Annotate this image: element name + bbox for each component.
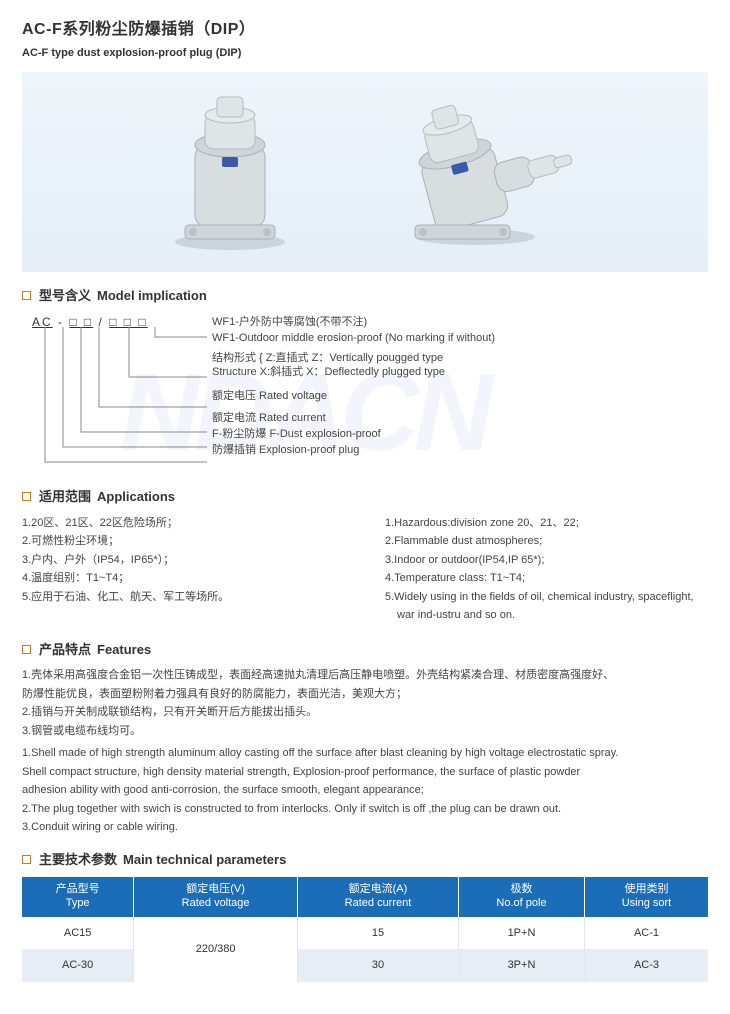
model-bracket-lines xyxy=(37,327,207,467)
section-features: 产品特点 Features 1.壳体采用高强度合金铝一次性压铸成型，表面经高速抛… xyxy=(22,640,708,836)
title-cn: AC-F系列粉尘防爆插销（DIP） xyxy=(22,18,708,42)
apps-right-4: 4.Temperature class: T1~T4; xyxy=(385,570,708,587)
spec-head-cn: 主要技术参数 xyxy=(39,850,117,870)
apps-right: 1.Hazardous:division zone 20、21、22; 2.Fl… xyxy=(385,515,708,626)
apps-head-en: Applications xyxy=(97,487,175,507)
apps-left-4: 4.温度组别：T1~T4； xyxy=(22,570,345,587)
product-image-left xyxy=(145,87,315,257)
model-line-7: F-粉尘防爆 F-Dust explosion-proof xyxy=(212,427,381,442)
title-en: AC-F type dust explosion-proof plug (DIP… xyxy=(22,45,708,62)
spec-table: 产品型号Type 额定电压(V)Rated voltage 额定电流(A)Rat… xyxy=(22,877,708,982)
apps-right-5: 5.Widely using in the fields of oil, che… xyxy=(385,589,708,606)
apps-right-2: 2.Flammable dust atmospheres; xyxy=(385,533,708,550)
cell-pole: 3P+N xyxy=(459,949,585,982)
bullet-icon xyxy=(22,645,31,654)
spec-header-row: 产品型号Type 额定电压(V)Rated voltage 额定电流(A)Rat… xyxy=(22,877,708,917)
cell-pole: 1P+N xyxy=(459,917,585,950)
feat-cn-2: 2.插销与开关制成联锁结构，只有开关断开后方能拔出插头。 xyxy=(22,704,708,721)
spec-head-en: Main technical parameters xyxy=(123,850,286,870)
section-model: 型号含义 Model implication AC - □ □ / □ □ □ xyxy=(22,286,708,474)
cell-type: AC15 xyxy=(22,917,134,950)
feat-en-2: 2.The plug together with swich is constr… xyxy=(22,801,708,818)
table-row: AC-30 30 3P+N AC-3 xyxy=(22,949,708,982)
col-type: 产品型号Type xyxy=(22,877,134,917)
apps-left-5: 5.应用于石油、化工、航天、军工等场所。 xyxy=(22,589,345,606)
product-image-band xyxy=(22,72,708,272)
model-head-en: Model implication xyxy=(97,286,207,306)
model-line-5: 额定电压 Rated voltage xyxy=(212,389,327,404)
apps-head-cn: 适用范围 xyxy=(39,487,91,507)
section-spec: 主要技术参数 Main technical parameters 产品型号Typ… xyxy=(22,850,708,982)
bullet-icon xyxy=(22,855,31,864)
apps-left-3: 3.户内、户外（IP54，IP65*）； xyxy=(22,552,345,569)
product-image-right xyxy=(385,87,585,257)
feat-cn-1a: 1.壳体采用高强度合金铝一次性压铸成型，表面经高速抛丸清理后高压静电喷塑。外壳结… xyxy=(22,667,708,684)
apps-left-1: 1.20区、21区、22区危险场所； xyxy=(22,515,345,532)
model-line-3: 结构形式 { Z:直插式 Z：Vertically pougged type xyxy=(212,351,443,366)
feat-cn-3: 3.钢管或电缆布线均可。 xyxy=(22,723,708,740)
feat-head-en: Features xyxy=(97,640,151,660)
bullet-icon xyxy=(22,291,31,300)
feat-en-1a: 1.Shell made of high strength aluminum a… xyxy=(22,745,708,762)
feat-en-1c: adhesion ability with good anti-corrosio… xyxy=(22,782,708,799)
bullet-icon xyxy=(22,492,31,501)
cell-sort: AC-1 xyxy=(584,917,708,950)
col-current: 额定电流(A)Rated current xyxy=(297,877,458,917)
features-en: 1.Shell made of high strength aluminum a… xyxy=(22,745,708,836)
feat-en-1b: Shell compact structure, high density ma… xyxy=(22,764,708,781)
model-head-cn: 型号含义 xyxy=(39,286,91,306)
apps-right-3: 3.Indoor or outdoor(IP54,IP 65*); xyxy=(385,552,708,569)
col-sort: 使用类别Using sort xyxy=(584,877,708,917)
section-applications: 适用范围 Applications 1.20区、21区、22区危险场所； 2.可… xyxy=(22,487,708,626)
feat-en-3: 3.Conduit wiring or cable wiring. xyxy=(22,819,708,836)
model-line-4: Structure X:斜插式 X：Deflectedly plugged ty… xyxy=(212,365,445,380)
model-line-1: WF1-户外防中等腐蚀(不带不注) xyxy=(212,315,367,330)
table-row: AC15 220/380 15 1P+N AC-1 xyxy=(22,917,708,950)
feat-cn-1b: 防爆性能优良，表面塑粉附着力强具有良好的防腐能力，表面光洁，美观大方； xyxy=(22,686,708,703)
cell-type: AC-30 xyxy=(22,949,134,982)
apps-right-5b: war ind-ustru and so on. xyxy=(385,607,708,624)
apps-left: 1.20区、21区、22区危险场所； 2.可燃性粉尘环境； 3.户内、户外（IP… xyxy=(22,515,345,626)
model-diagram: AC - □ □ / □ □ □ WF1-户外防中等腐蚀(不带不注) WF1-O… xyxy=(22,313,708,473)
col-pole: 极数No.of pole xyxy=(459,877,585,917)
model-line-2: WF1-Outdoor middle erosion-proof (No mar… xyxy=(212,331,495,346)
features-cn: 1.壳体采用高强度合金铝一次性压铸成型，表面经高速抛丸清理后高压静电喷塑。外壳结… xyxy=(22,667,708,739)
feat-head-cn: 产品特点 xyxy=(39,640,91,660)
cell-current: 30 xyxy=(297,949,458,982)
cell-sort: AC-3 xyxy=(584,949,708,982)
col-voltage: 额定电压(V)Rated voltage xyxy=(134,877,298,917)
cell-current: 15 xyxy=(297,917,458,950)
model-line-6: 额定电流 Rated current xyxy=(212,411,326,426)
cell-voltage: 220/380 xyxy=(134,917,298,982)
apps-left-2: 2.可燃性粉尘环境； xyxy=(22,533,345,550)
model-line-8: 防爆插销 Explosion-proof plug xyxy=(212,443,359,458)
apps-right-1: 1.Hazardous:division zone 20、21、22; xyxy=(385,515,708,532)
